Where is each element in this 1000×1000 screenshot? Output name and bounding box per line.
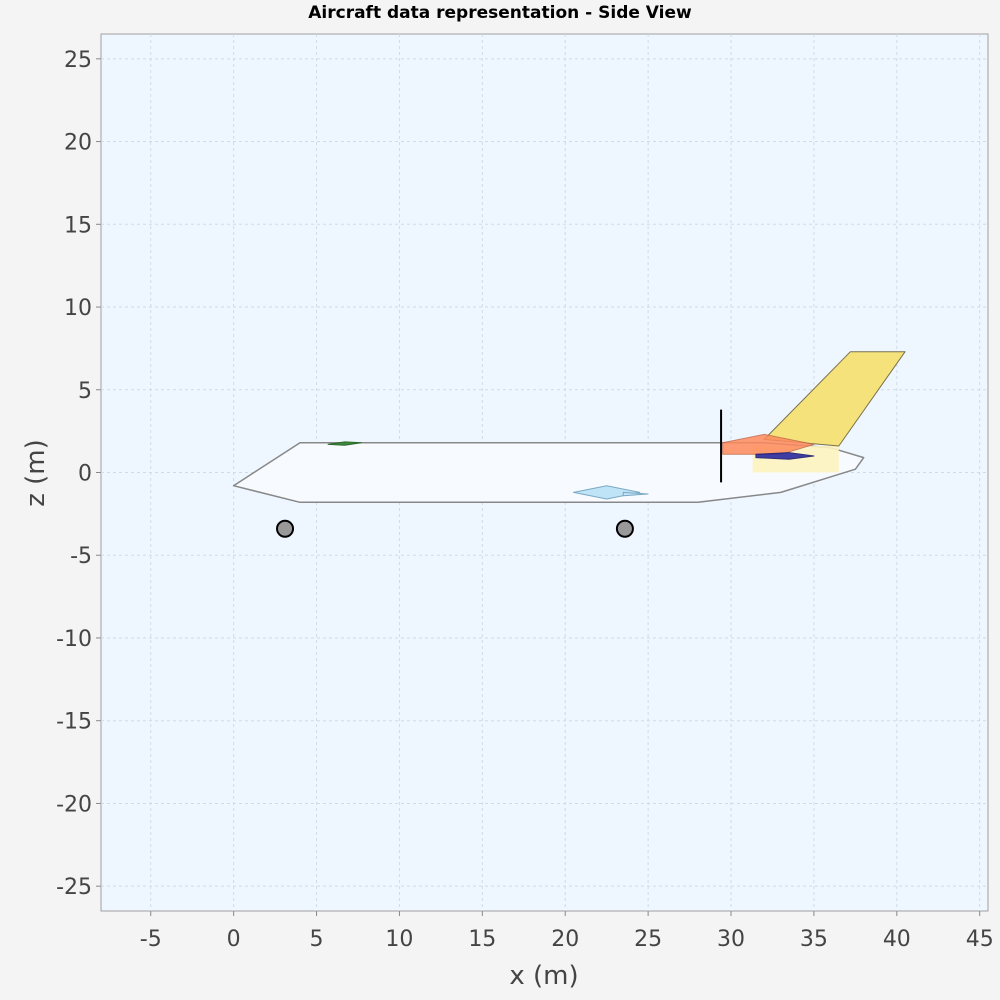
x-tick-label: -5 <box>140 927 162 952</box>
vertical-tail <box>763 351 906 447</box>
y-tick-label: 20 <box>64 131 92 156</box>
nose-gear <box>276 519 295 538</box>
x-tick-label: 45 <box>966 927 994 952</box>
y-tick-label: -20 <box>56 792 92 817</box>
y-tick-label: 0 <box>78 462 92 487</box>
x-tick-label: 40 <box>883 927 911 952</box>
y-tick-label: -15 <box>56 710 92 735</box>
x-tick-label: 20 <box>551 927 579 952</box>
engine-exhaust <box>622 491 649 497</box>
main-gear <box>615 519 634 538</box>
x-tick-label: 35 <box>800 927 828 952</box>
y-tick-label: 5 <box>78 379 92 404</box>
y-tick-label: 25 <box>64 48 92 73</box>
rudder-root <box>755 452 815 460</box>
chart-title: Aircraft data representation - Side View <box>308 3 692 23</box>
fuselage <box>232 441 865 504</box>
y-tick-label: -5 <box>70 544 92 569</box>
aircraft-shapes <box>232 351 906 538</box>
x-tick-label: 10 <box>385 927 413 952</box>
y-tick-label: 10 <box>64 296 92 321</box>
x-tick-label: 5 <box>310 927 324 952</box>
x-tick-label: 25 <box>634 927 662 952</box>
y-tick-label: 15 <box>64 213 92 238</box>
x-tick-label: 30 <box>717 927 745 952</box>
canard <box>327 441 362 446</box>
y-axis-label: z (m) <box>21 439 51 507</box>
y-tick-label: -25 <box>56 875 92 900</box>
x-tick-label: 0 <box>227 927 241 952</box>
x-axis-label: x (m) <box>509 961 578 991</box>
x-tick-label: 15 <box>468 927 496 952</box>
y-tick-label: -10 <box>56 627 92 652</box>
tick-labels: -5 0 5 10 15 20 25 30 35 40 45 25 20 15 10 5 0 -5 -10 -15 -2… <box>56 48 994 952</box>
horizontal-tail <box>722 433 815 455</box>
